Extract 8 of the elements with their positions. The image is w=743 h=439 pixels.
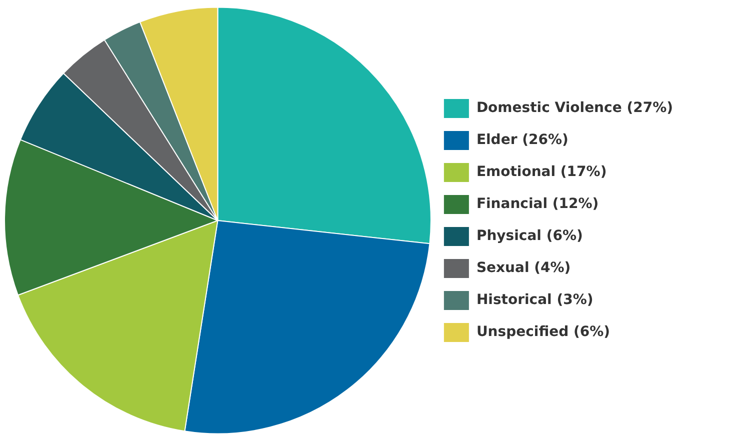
legend-label: Historical (3%) [476, 292, 594, 308]
legend-label: Unspecified (6%) [476, 324, 610, 340]
legend-label: Elder (26%) [476, 132, 568, 148]
legend-label: Emotional (17%) [476, 164, 607, 180]
legend-label: Financial (12%) [476, 196, 599, 212]
legend-label: Sexual (4%) [476, 260, 571, 276]
legend-label: Domestic Violence (27%) [476, 100, 673, 116]
legend-label: Physical (6%) [476, 228, 583, 244]
